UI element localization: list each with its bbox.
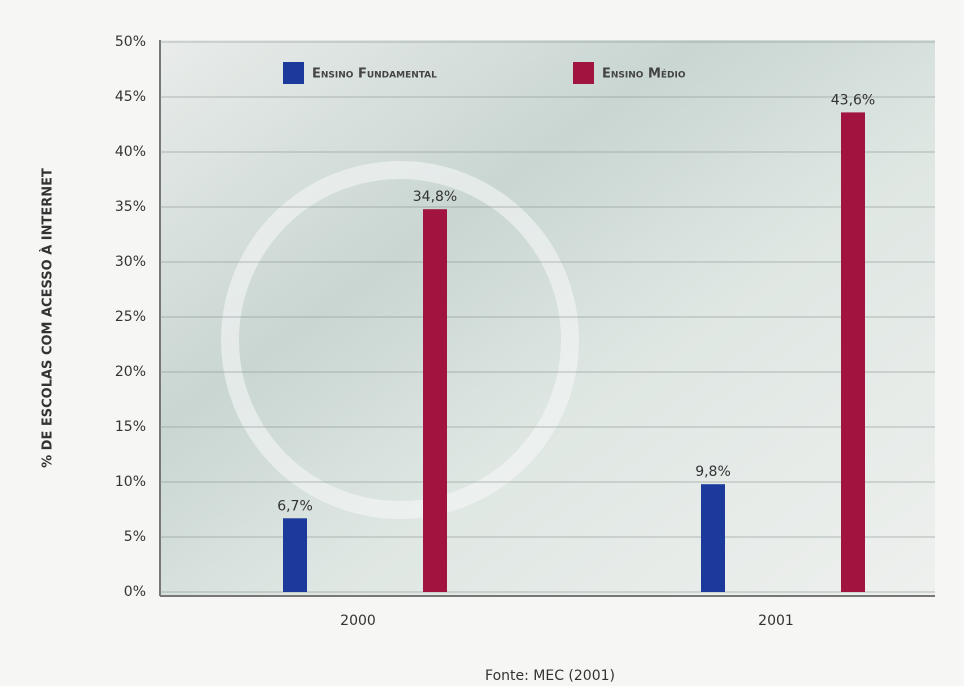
- y-tick-label: 20%: [115, 364, 146, 380]
- value-label: 34,8%: [413, 189, 457, 205]
- value-label: 43,6%: [831, 92, 875, 108]
- y-tick-label: 25%: [115, 309, 146, 325]
- y-tick-label: 10%: [115, 474, 146, 490]
- chart: % DE ESCOLAS COM ACESSO À INTERNET Fonte…: [0, 0, 964, 686]
- y-tick-label: 45%: [115, 89, 146, 105]
- value-label: 9,8%: [695, 464, 731, 480]
- legend-swatch: [573, 62, 594, 84]
- y-tick-label: 30%: [115, 254, 146, 270]
- legend-label: Ensino Fundamental: [312, 67, 437, 82]
- y-tick-label: 5%: [124, 529, 146, 545]
- bar: [701, 484, 725, 592]
- y-tick-label: 15%: [115, 419, 146, 435]
- bar: [423, 209, 447, 592]
- bar: [841, 112, 865, 592]
- y-tick-label: 35%: [115, 199, 146, 215]
- x-tick-label: 2000: [340, 613, 376, 629]
- y-tick-label: 50%: [115, 34, 146, 50]
- x-tick-label: 2001: [758, 613, 794, 629]
- y-tick-label: 40%: [115, 144, 146, 160]
- legend-swatch: [283, 62, 304, 84]
- source: Fonte: MEC (2001): [485, 668, 615, 684]
- y-axis-label: % DE ESCOLAS COM ACESSO À INTERNET: [40, 168, 56, 468]
- bar: [283, 518, 307, 592]
- value-label: 6,7%: [277, 498, 313, 514]
- legend-label: Ensino Médio: [602, 67, 686, 82]
- y-tick-label: 0%: [124, 584, 146, 600]
